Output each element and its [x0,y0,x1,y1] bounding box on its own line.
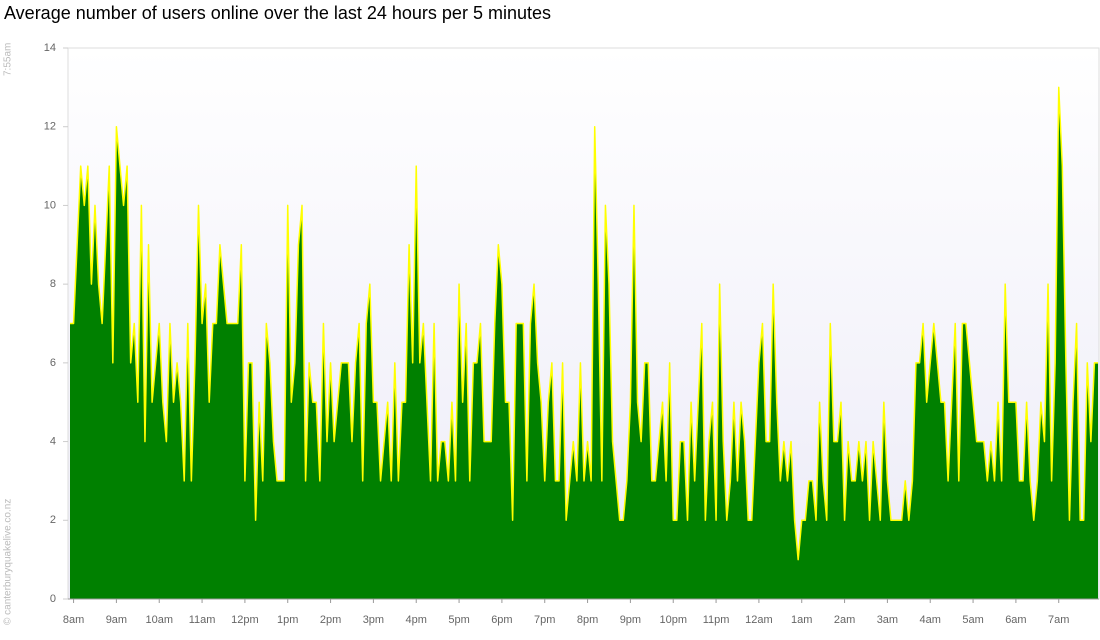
x-tick-label: 1am [791,614,812,626]
x-tick-label: 7pm [534,614,555,626]
x-tick-label: 3pm [363,614,384,626]
y-tick-label: 2 [50,514,56,526]
x-tick-label: 8am [63,614,84,626]
y-tick-label: 8 [50,278,56,290]
x-tick-label: 11pm [703,614,730,626]
x-tick-label: 1pm [277,614,298,626]
x-tick-label: 2am [834,614,855,626]
x-tick-label: 12pm [231,614,259,626]
x-tick-label: 6pm [491,614,512,626]
line [70,86,1098,561]
y-tick-label: 10 [44,199,56,211]
y-tick-label: 6 [50,357,56,369]
x-tick-label: 4pm [406,614,427,626]
x-tick-label: 3am [877,614,898,626]
x-tick-label: 10am [145,614,173,626]
x-tick-label: 12am [745,614,773,626]
x-tick-label: 4am [920,614,941,626]
y-tick-label: 12 [44,121,56,133]
x-tick-label: 10pm [659,614,687,626]
chart-title: Average number of users online over the … [4,3,551,23]
credit: © canterburyquakelive.co.nz [3,499,14,625]
x-tick-label: 5am [962,614,983,626]
x-tick-label: 6am [1005,614,1026,626]
y-tick-label: 14 [44,42,56,54]
y-tick-label: 0 [50,593,56,605]
area [70,87,1098,599]
x-tick-label: 11am [189,614,216,626]
timestamp: 7:55am [3,43,14,76]
y-tick-label: 4 [50,435,56,447]
x-tick-label: 7am [1048,614,1069,626]
x-tick-label: 9am [106,614,127,626]
x-tick-label: 5pm [448,614,469,626]
x-tick-label: 9pm [620,614,641,626]
x-tick-label: 2pm [320,614,341,626]
x-tick-label: 8pm [577,614,598,626]
